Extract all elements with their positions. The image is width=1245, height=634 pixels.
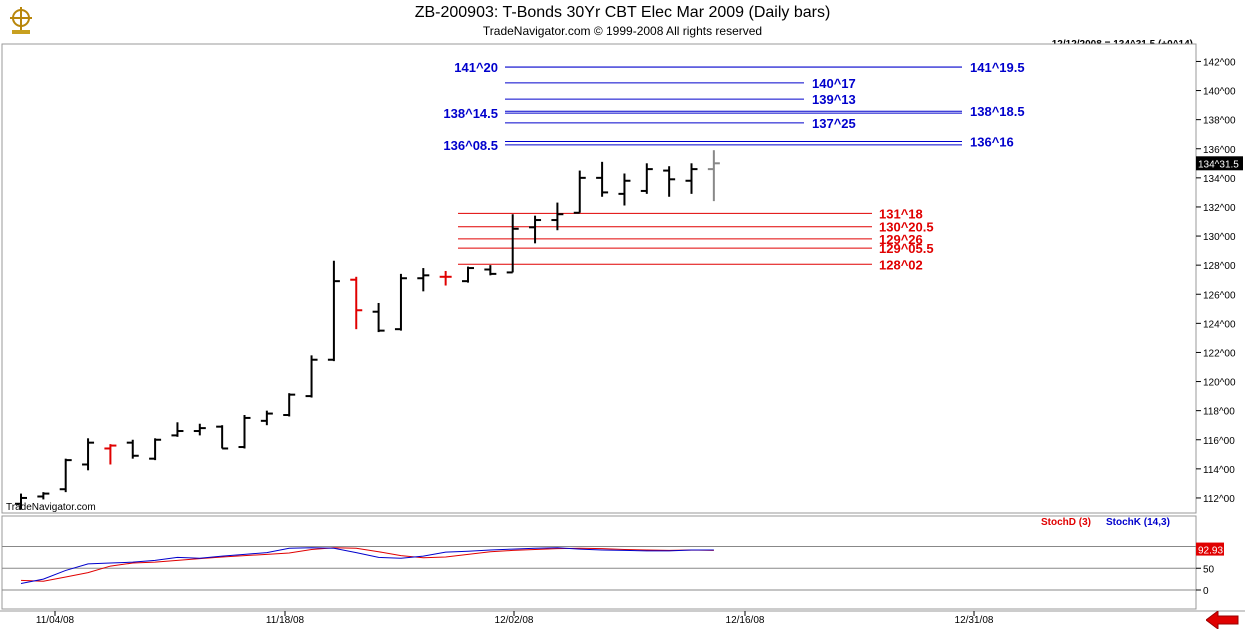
stoch-d-legend: StochD (3): [1041, 517, 1091, 528]
red-level-label: 129^05.5: [879, 241, 934, 256]
price-panel-border: [1, 43, 1197, 514]
price-tick-label: 112^00: [1203, 494, 1235, 505]
price-tick-label: 118^00: [1203, 407, 1235, 418]
price-tick-label: 138^00: [1203, 116, 1236, 127]
red-level-label: 128^02: [879, 257, 923, 272]
price-tick-label: 132^00: [1203, 203, 1236, 214]
red-level-label: 129^26: [879, 232, 923, 247]
stoch-tick-label: 0: [1203, 586, 1209, 597]
scroll-left-arrow-icon[interactable]: [1205, 610, 1240, 634]
price-tick-label: 130^00: [1203, 232, 1236, 243]
date-tick-label: 11/04/08: [36, 615, 75, 626]
price-tick-label: 136^00: [1203, 145, 1236, 156]
stoch-k-line: [20, 547, 714, 584]
stoch-value-tag: [1196, 542, 1224, 556]
copyright-subtitle: TradeNavigator.com © 1999-2008 All right…: [482, 24, 763, 38]
price-tick-label: 124^00: [1203, 319, 1236, 330]
watermark-text: TradeNavigator.com: [6, 502, 96, 513]
blue-level-label: 138^14.5: [443, 106, 498, 121]
stoch-k-legend: StochK (14,3): [1106, 517, 1170, 528]
blue-level-label: 137^25: [812, 116, 856, 131]
red-level-label: 130^20.5: [879, 220, 934, 235]
price-tick-label: 114^00: [1203, 465, 1235, 476]
price-tick-label: 128^00: [1203, 261, 1236, 272]
current-price-tag: [1196, 156, 1243, 171]
blue-level-label: 138^18.5: [970, 104, 1025, 119]
price-tick-label: 140^00: [1203, 87, 1236, 98]
blue-level-label: 141^19.5: [970, 60, 1025, 75]
date-tick-label: 12/02/08: [495, 615, 534, 626]
price-tick-label: 122^00: [1203, 348, 1236, 359]
stoch-tick-label: 50: [1203, 564, 1215, 575]
blue-level-label: 136^08.5: [443, 138, 498, 153]
blue-level-label: 141^20: [454, 60, 498, 75]
trade-navigator-logo: [6, 4, 36, 41]
current-price-label: 134^31.5: [1198, 159, 1239, 170]
price-tick-label: 134^00: [1203, 174, 1236, 185]
chart-title: ZB-200903: T-Bonds 30Yr CBT Elec Mar 200…: [414, 4, 831, 21]
price-tick-label: 126^00: [1203, 290, 1236, 301]
stoch-value-label: 92.93: [1198, 546, 1223, 557]
blue-level-label: 139^13: [812, 92, 856, 107]
price-tick-label: 120^00: [1203, 378, 1236, 389]
stoch-panel-border: [1, 515, 1197, 610]
date-tick-label: 12/16/08: [726, 615, 765, 626]
price-tick-label: 142^00: [1203, 57, 1236, 68]
blue-level-label: 140^17: [812, 76, 856, 91]
date-tick-label: 11/18/08: [266, 615, 305, 626]
price-tick-label: 116^00: [1203, 436, 1235, 447]
blue-level-label: 136^16: [970, 134, 1014, 149]
red-level-label: 131^18: [879, 206, 923, 221]
stoch-d-line: [20, 547, 714, 582]
date-tick-label: 12/31/08: [955, 615, 994, 626]
